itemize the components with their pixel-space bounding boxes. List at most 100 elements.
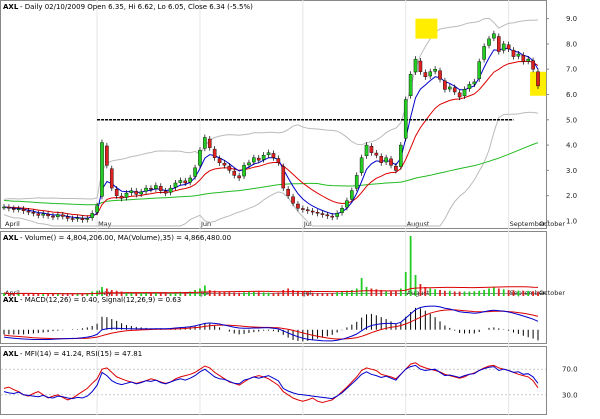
labels-layer: AXL - Daily 02/10/2009 Open 6.35, Hi 6.6…: [3, 3, 253, 358]
month-gridlines: [96, 0, 510, 415]
volume-bar: [179, 291, 182, 296]
candle-body: [364, 144, 369, 157]
candle-body: [467, 84, 472, 89]
volume-bar: [22, 293, 25, 296]
volume-bar: [439, 290, 441, 296]
volume-bar: [512, 290, 515, 296]
price-tick-label: 7.0: [566, 66, 577, 74]
upper-band-line: [3, 17, 539, 200]
candle-body: [305, 209, 310, 212]
volume-bar: [375, 289, 378, 296]
volume-header-symbol: AXL: [3, 234, 19, 242]
price-header-text: - Daily 02/10/2009 Open 6.35, Hi 6.62, L…: [20, 3, 253, 11]
candle-body: [492, 33, 496, 39]
candle-body: [26, 210, 31, 213]
volume-bar: [223, 291, 226, 296]
price-tick-label: 3.0: [566, 167, 577, 175]
candle-body: [389, 158, 393, 166]
candle-body: [345, 200, 349, 208]
macd-layer: [3, 305, 539, 342]
month-label-price: May: [98, 220, 112, 228]
volume-bar: [458, 291, 461, 296]
candle-body: [291, 196, 295, 204]
candle-body: [384, 157, 388, 163]
candle-body: [134, 190, 139, 195]
volume-bar: [262, 292, 265, 296]
candle-body: [443, 80, 447, 90]
candle-body: [281, 166, 286, 189]
candle-body: [139, 191, 143, 195]
volume-bar: [326, 293, 329, 296]
volume-bar: [135, 292, 138, 296]
candle-body: [158, 186, 163, 191]
volume-bar: [311, 292, 314, 296]
volume-bar: [272, 293, 275, 296]
candle-body: [394, 165, 398, 171]
volume-bar: [483, 290, 486, 296]
candle-body: [296, 203, 300, 209]
volume-bar: [120, 291, 123, 296]
volume-bar: [282, 290, 285, 296]
volume-bar: [360, 278, 363, 296]
volume-bar: [27, 293, 30, 296]
volume-bar: [493, 287, 495, 296]
volume-bar: [346, 290, 348, 296]
volume-bar: [194, 290, 196, 296]
volume-bar: [267, 292, 270, 296]
volume-bar: [159, 292, 162, 296]
candle-body: [423, 72, 428, 78]
candle-body: [325, 214, 330, 217]
volume-bar: [86, 293, 89, 296]
candle-body: [237, 175, 241, 179]
candle-body: [531, 60, 535, 70]
volume-bar: [316, 293, 319, 296]
volume-bar: [385, 290, 388, 296]
volume-bar: [164, 292, 167, 296]
volume-bar: [527, 290, 530, 296]
candle-body: [487, 38, 491, 46]
volume-bar: [390, 291, 392, 296]
volume-bar: [208, 290, 211, 296]
volume-bar: [321, 293, 324, 296]
month-label-price: August: [407, 220, 430, 228]
volume-bar: [380, 290, 383, 296]
rsi-line: [3, 364, 539, 400]
candle-body: [418, 60, 423, 72]
candle-body: [65, 216, 70, 219]
volume-bar: [287, 288, 290, 296]
candle-body: [109, 168, 114, 189]
osc-tick-label: 70.0: [562, 366, 578, 374]
price-tick-label: 6.0: [566, 91, 577, 99]
candle-body: [70, 218, 75, 220]
volume-bar: [497, 288, 500, 296]
candle-body: [60, 214, 65, 217]
volume-panel: [0, 231, 547, 297]
volume-bar: [395, 290, 397, 296]
candle-body: [193, 167, 197, 177]
candle-body: [144, 187, 148, 192]
volume-bar: [522, 290, 525, 296]
volume-bar: [252, 291, 255, 296]
candle-body: [168, 187, 173, 193]
volume-bar: [42, 293, 45, 296]
candle-body: [379, 156, 384, 163]
volume-bar: [248, 291, 250, 296]
candle-body: [100, 142, 104, 197]
candle-body: [217, 158, 222, 163]
candle-body: [428, 71, 433, 77]
candle-body: [526, 58, 531, 62]
candle-body: [7, 207, 11, 209]
volume-bar: [56, 294, 59, 296]
candle-body: [11, 208, 16, 210]
month-label-price: Jun: [200, 220, 211, 228]
price-header-symbol: AXL: [3, 3, 19, 11]
volume-bar: [444, 290, 446, 296]
volume-bar: [213, 290, 216, 296]
macd-header-symbol: AXL: [3, 296, 19, 304]
candle-body: [173, 182, 178, 188]
volume-bar: [502, 289, 505, 296]
volume-bar: [434, 289, 437, 296]
candle-body: [462, 89, 467, 97]
volume-bar: [537, 291, 539, 296]
candle-body: [472, 81, 477, 85]
